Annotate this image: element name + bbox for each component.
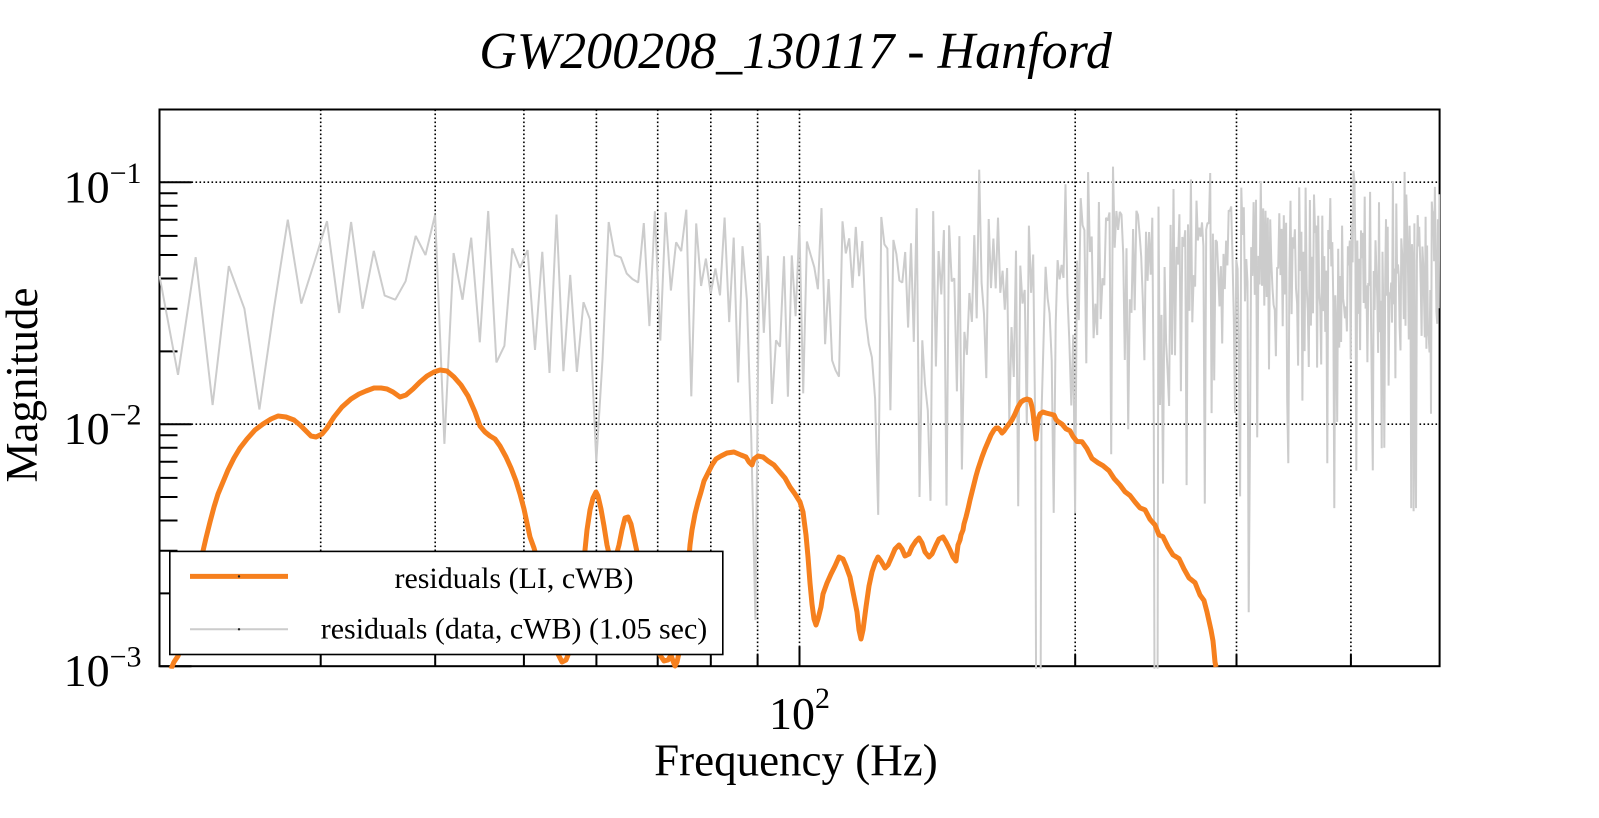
svg-text:residuals (data, cWB) (1.05 se: residuals (data, cWB) (1.05 sec) xyxy=(321,613,708,646)
svg-text:10−1: 10−1 xyxy=(64,157,142,213)
svg-text:GW200208_130117 - Hanford: GW200208_130117 - Hanford xyxy=(479,23,1113,80)
svg-text:Frequency (Hz): Frequency (Hz) xyxy=(654,736,938,786)
svg-text:residuals (LI, cWB): residuals (LI, cWB) xyxy=(394,562,633,595)
svg-text:Magnitude: Magnitude xyxy=(0,288,47,483)
